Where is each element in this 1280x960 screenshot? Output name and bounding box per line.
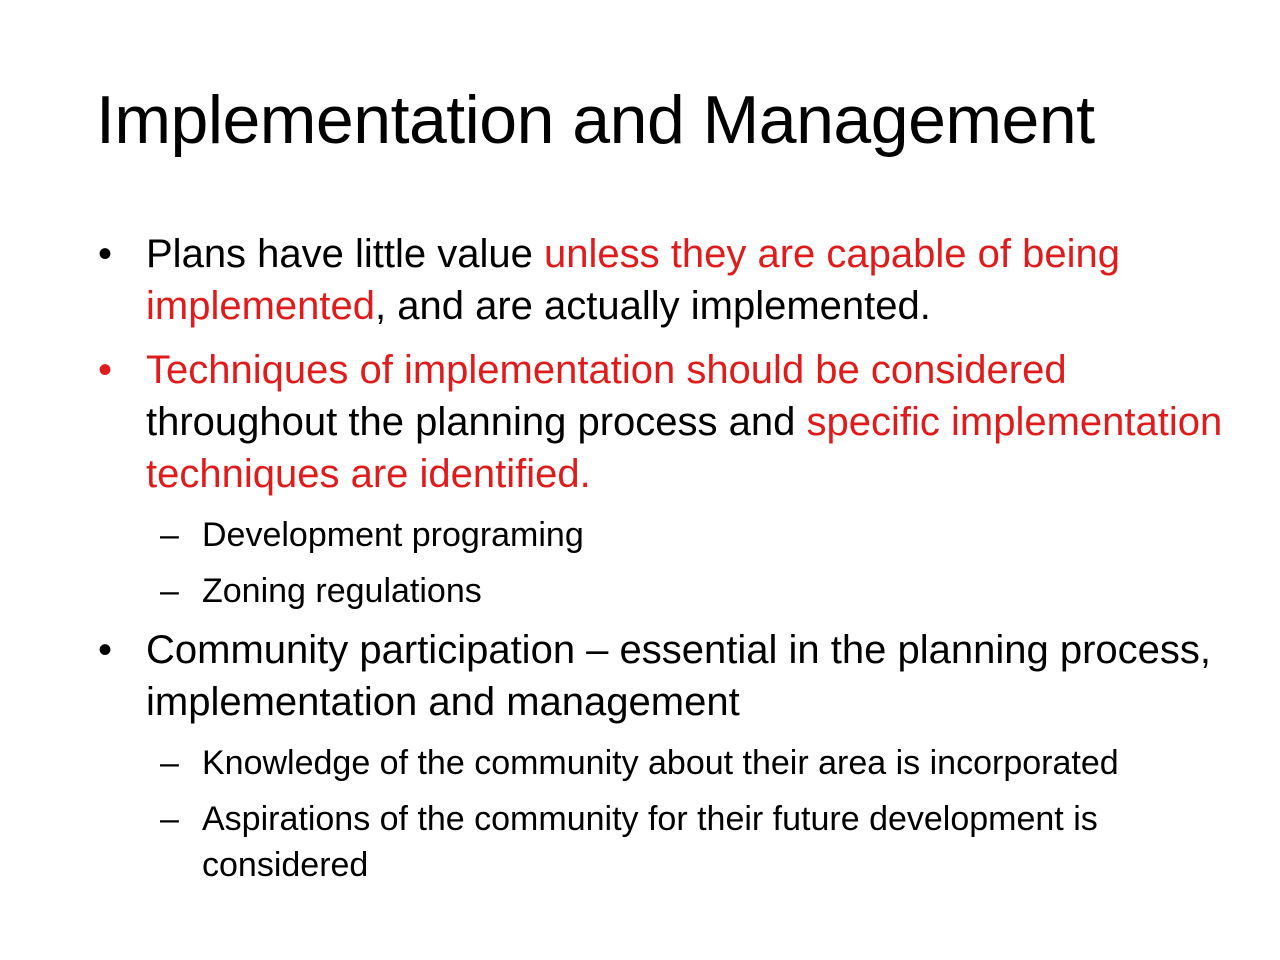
bullet-icon: • <box>98 232 113 276</box>
sub-bullet-text: Aspirations of the community for their f… <box>202 800 1098 884</box>
slide-title: Implementation and Management <box>96 82 1095 158</box>
sub-bullet-item: – Development programing <box>96 512 1226 558</box>
dash-icon: – <box>160 516 179 554</box>
dash-icon: – <box>160 744 179 782</box>
sub-bullet-item: – Aspirations of the community for their… <box>96 796 1226 888</box>
bullet-icon: • <box>98 628 113 672</box>
bullet-text-segment: , and are actually implemented. <box>375 284 931 328</box>
dash-icon: – <box>160 800 179 838</box>
slide-body: • Plans have little value unless they ar… <box>96 228 1226 898</box>
bullet-item: • Techniques of implementation should be… <box>96 344 1226 500</box>
bullet-text-segment: throughout the planning process and <box>146 400 807 444</box>
sub-bullet-item: – Zoning regulations <box>96 568 1226 614</box>
bullet-item: • Community participation – essential in… <box>96 624 1226 728</box>
sub-bullet-text: Development programing <box>202 516 584 554</box>
bullet-text-highlight: specific implementation techniques are i… <box>146 400 1223 496</box>
bullet-item: • Plans have little value unless they ar… <box>96 228 1226 332</box>
sub-bullet-text: Knowledge of the community about their a… <box>202 744 1119 782</box>
sub-bullet-item: – Knowledge of the community about their… <box>96 740 1226 786</box>
dash-icon: – <box>160 572 179 610</box>
bullet-icon: • <box>98 348 113 392</box>
bullet-text-highlight: unless they are capable of being impleme… <box>146 232 1120 328</box>
bullet-text-segment: Plans have little value <box>146 232 545 276</box>
bullet-text-segment: Community participation – essential in t… <box>146 628 1212 724</box>
sub-bullet-text: Zoning regulations <box>202 572 482 610</box>
bullet-text-highlight: Techniques of implementation should be c… <box>146 348 1067 392</box>
